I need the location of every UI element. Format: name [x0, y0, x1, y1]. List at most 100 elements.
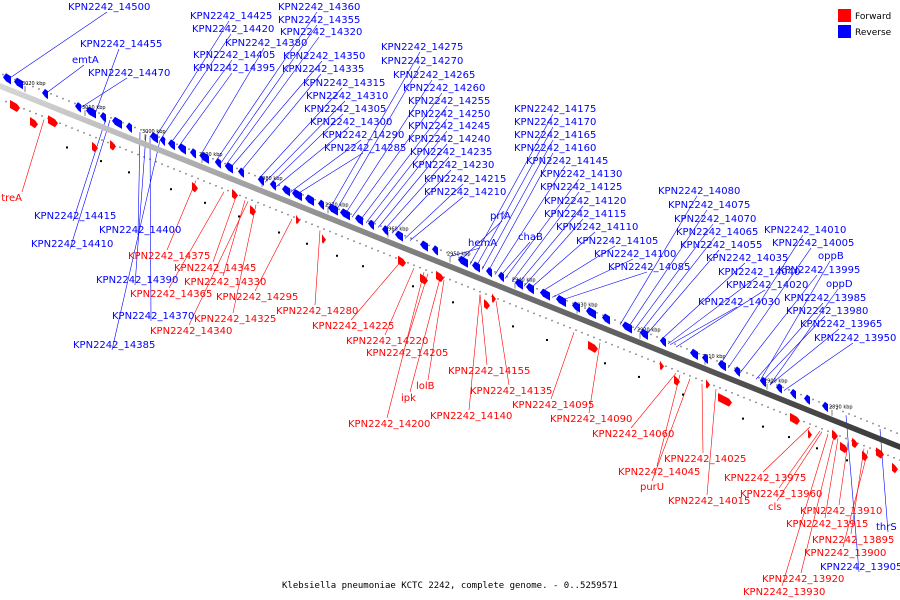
gene-label: prfA — [490, 211, 511, 222]
tick-dot — [404, 235, 406, 237]
tick-dot — [614, 319, 616, 321]
gene-label: KPN2242_14130 — [540, 169, 622, 180]
leader-line — [479, 294, 488, 366]
gene-label: KPN2242_14170 — [514, 117, 596, 128]
ruler-tick-label: 2930 kbp — [574, 302, 598, 308]
tick-dot — [716, 360, 718, 362]
gene-label: KPN2242_14415 — [34, 211, 116, 222]
forward-gene — [296, 214, 300, 225]
leader-line — [651, 378, 691, 482]
gene-label: purU — [640, 482, 664, 493]
tick-dot — [392, 230, 394, 232]
tick-dot — [800, 393, 802, 396]
reverse-gene — [168, 139, 175, 151]
leader-line — [481, 139, 554, 270]
tick-dot — [497, 298, 499, 300]
gene-label: oppD — [826, 279, 853, 290]
tick-dot — [185, 173, 187, 175]
forward-gene — [876, 447, 884, 459]
gene-label: cls — [768, 502, 782, 513]
reverse-gene — [622, 321, 632, 334]
gene-label: KPN2242_14210 — [424, 187, 506, 198]
reverse-gene — [586, 307, 596, 320]
tick-dot — [788, 389, 790, 391]
tick-dot — [557, 322, 559, 324]
tick-dot — [314, 198, 316, 201]
tick-dot — [479, 290, 481, 293]
tick-dot — [65, 124, 67, 127]
gene-label: KPN2242_14350 — [283, 51, 365, 62]
tick-dot — [56, 95, 58, 97]
forward-gene — [322, 234, 326, 244]
tick-dot — [368, 220, 370, 223]
gene-label: KPN2242_14245 — [408, 121, 490, 132]
reverse-gene — [572, 301, 580, 313]
reverse-gene — [328, 203, 338, 216]
reverse-gene — [420, 240, 428, 252]
gene-label: KPN2242_14080 — [658, 186, 740, 197]
tick-dot — [503, 300, 505, 303]
tick-dot — [227, 189, 229, 192]
feature-marker — [742, 417, 744, 420]
reverse-gene — [3, 73, 11, 85]
tick-dot — [140, 129, 142, 131]
tick-dot — [515, 305, 517, 307]
forward-gene — [660, 360, 664, 371]
leader-line — [523, 218, 584, 287]
tick-dot — [365, 245, 367, 247]
forward-gene — [250, 205, 256, 216]
legend-forward-label: Forward — [855, 12, 891, 22]
leader-line — [845, 415, 860, 573]
tick-dot — [335, 233, 337, 235]
tick-dot — [755, 401, 757, 404]
tick-dot — [326, 203, 328, 206]
tick-dot — [728, 365, 730, 367]
gene-label: KPN2242_14220 — [346, 336, 428, 347]
ruler-tick-label: 2920 kbp — [637, 328, 661, 334]
forward-gene — [840, 441, 848, 454]
gene-label: KPN2242_14315 — [303, 78, 385, 89]
forward-gene — [790, 412, 800, 425]
tick-dot — [737, 394, 739, 396]
tick-dot — [5, 100, 7, 103]
tick-dot — [632, 326, 634, 329]
tick-dot — [215, 185, 217, 187]
gene-label: KPN2242_14085 — [608, 262, 690, 273]
gene-label: KPN2242_14200 — [348, 419, 430, 430]
tick-dot — [245, 197, 247, 199]
gene-label: KPN2242_14125 — [540, 182, 622, 193]
gene-label: KPN2242_14155 — [448, 366, 530, 377]
tick-dot — [143, 156, 145, 158]
tick-dot — [122, 121, 124, 124]
tick-dot — [563, 324, 565, 327]
tick-dot — [191, 175, 193, 177]
reverse-gene — [292, 189, 302, 202]
leader-line — [495, 300, 510, 386]
feature-marker — [336, 254, 338, 257]
leader-line — [212, 196, 237, 263]
tick-dot — [254, 174, 256, 177]
gene-label: lolB — [416, 381, 435, 392]
legend: Forward Reverse — [838, 9, 892, 38]
gene-label: KPN2242_14260 — [403, 83, 485, 94]
gene-label: KPN2242_14280 — [276, 306, 358, 317]
tick-dot — [419, 266, 421, 269]
tick-dot — [812, 398, 814, 401]
tick-dot — [539, 314, 541, 317]
tick-dot — [512, 278, 514, 280]
forward-gene — [862, 450, 868, 462]
tick-dot — [758, 377, 760, 379]
tick-dot — [38, 88, 40, 90]
gene-label: treA — [1, 193, 22, 204]
tick-dot — [395, 257, 397, 259]
tick-dot — [353, 240, 355, 242]
feature-marker — [362, 265, 364, 268]
tick-dot — [677, 370, 679, 372]
tick-dot — [521, 307, 523, 310]
tick-dot — [14, 78, 16, 81]
reverse-gene — [355, 214, 363, 226]
tick-dot — [581, 331, 583, 334]
gene-label: KPN2242_14225 — [312, 321, 394, 332]
ruler-tick-label: 2970 kbp — [325, 203, 349, 209]
